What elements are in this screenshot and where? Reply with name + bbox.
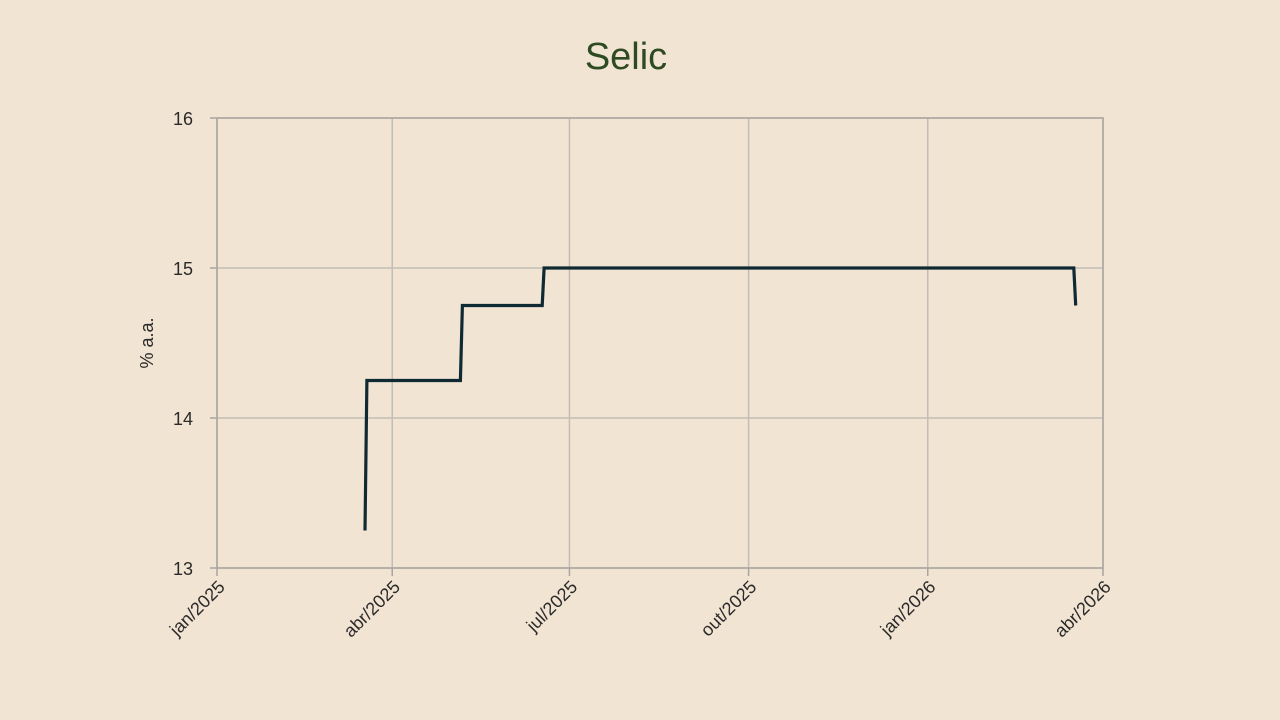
y-tick-labels: 13 14 15 16 (173, 109, 217, 579)
y-tick-label: 15 (173, 259, 193, 279)
y-axis-label: % a.a. (137, 317, 157, 368)
y-tick-label: 14 (173, 409, 193, 429)
x-tick-label: jan/2025 (165, 577, 229, 641)
x-tick-label: jan/2026 (876, 577, 940, 641)
x-tick-label: out/2025 (697, 577, 761, 641)
x-tick-labels: jan/2025 abr/2025 jul/2025 out/2025 jan/2026… (165, 568, 1115, 641)
plot-frame (216, 117, 1104, 569)
series-group (363, 266, 1078, 531)
y-tick-label: 13 (173, 559, 193, 579)
chart-title: Selic (585, 36, 667, 78)
x-tick-label: abr/2025 (340, 577, 404, 641)
x-tick-label: jul/2025 (522, 577, 581, 636)
x-tick-label: abr/2026 (1050, 577, 1114, 641)
selic-series-line (363, 266, 1078, 531)
y-tick-label: 16 (173, 109, 193, 129)
grid-lines (216, 117, 1104, 569)
